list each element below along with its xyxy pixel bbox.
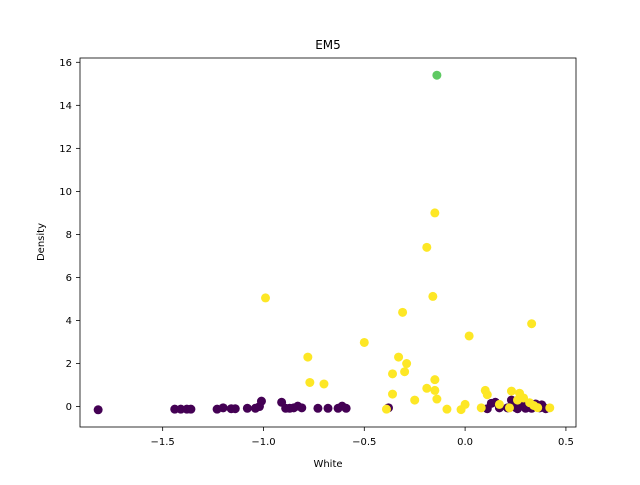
y-tick-label: 4: [66, 316, 72, 327]
scatter-point: [482, 390, 492, 400]
x-tick-label: −0.5: [352, 437, 376, 448]
scatter-point: [430, 385, 440, 395]
scatter-point: [319, 379, 329, 389]
scatter-point: [400, 367, 410, 377]
scatter-point: [432, 70, 442, 80]
scatter-point: [432, 394, 442, 404]
y-axis-ticks: 0 2 4 6 8 10 12 14 16: [59, 58, 80, 413]
points-layer: [93, 70, 555, 415]
scatter-point: [519, 393, 529, 403]
y-tick-label: 10: [59, 187, 72, 198]
scatter-point: [218, 403, 228, 413]
y-axis-label: Density: [36, 223, 47, 261]
scatter-point: [494, 399, 504, 409]
scatter-point: [442, 404, 452, 414]
scatter-point: [388, 389, 398, 399]
scatter-point: [186, 404, 196, 414]
scatter-point: [256, 396, 266, 406]
scatter-point: [341, 403, 351, 413]
scatter-point: [381, 404, 391, 414]
scatter-point: [388, 369, 398, 379]
scatter-point: [460, 399, 470, 409]
scatter-point: [504, 403, 514, 413]
scatter-point: [297, 403, 307, 413]
scatter-point: [398, 307, 408, 317]
scatter-point: [430, 375, 440, 385]
scatter-point: [359, 337, 369, 347]
y-tick-label: 0: [66, 402, 72, 413]
y-tick-label: 8: [66, 230, 72, 241]
x-axis-label: White: [313, 459, 342, 470]
scatter-point: [402, 359, 412, 369]
x-tick-label: 0.5: [558, 437, 574, 448]
x-axis-ticks: −1.5 −1.0 −0.5 0.0 0.5: [151, 427, 574, 448]
scatter-point: [545, 403, 555, 413]
plot-area: [79, 57, 577, 428]
scatter-point: [305, 377, 315, 387]
scatter-point: [313, 403, 323, 413]
scatter-point: [394, 352, 404, 362]
scatter-point: [261, 293, 270, 303]
scatter-point: [410, 395, 420, 405]
scatter-point: [230, 404, 240, 414]
scatter-point: [303, 352, 313, 362]
scatter-point: [93, 405, 103, 415]
y-tick-label: 14: [59, 101, 72, 112]
scatter-point: [428, 291, 438, 301]
scatter-point: [464, 331, 474, 341]
scatter-point: [506, 386, 516, 396]
scatter-point: [533, 403, 543, 413]
chart-title: EM5: [315, 38, 341, 52]
y-tick-label: 6: [66, 273, 72, 284]
x-tick-label: 0.0: [457, 437, 473, 448]
y-tick-label: 2: [66, 359, 72, 370]
x-tick-label: −1.0: [251, 437, 275, 448]
scatter-point: [476, 403, 486, 413]
scatter-point: [430, 208, 440, 218]
scatter-point: [242, 403, 252, 413]
scatter-point: [422, 383, 432, 393]
scatter-point: [527, 319, 537, 329]
y-tick-label: 12: [59, 144, 72, 155]
scatter-point: [422, 242, 432, 252]
y-tick-label: 16: [59, 58, 72, 69]
x-tick-label: −1.5: [151, 437, 175, 448]
scatter-point: [323, 403, 333, 413]
